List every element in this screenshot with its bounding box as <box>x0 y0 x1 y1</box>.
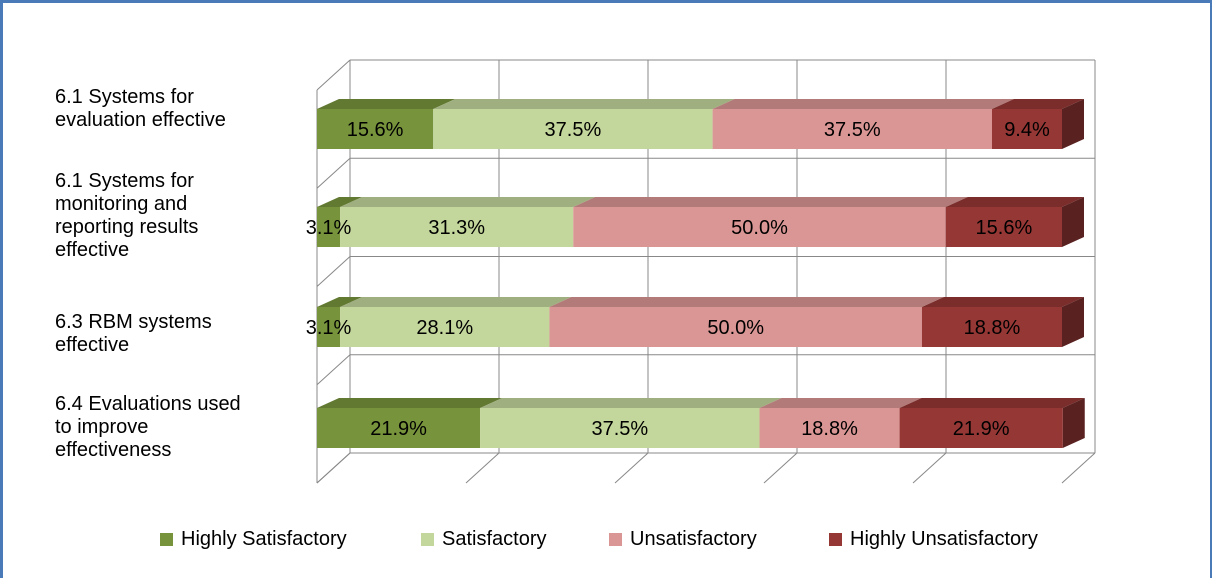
data-label: 37.5% <box>545 119 602 141</box>
bar-top-face <box>759 398 922 408</box>
bar-top-face <box>712 99 1014 109</box>
bar-segment <box>340 307 550 347</box>
bar-top-face <box>433 99 735 109</box>
data-label: 28.1% <box>416 317 473 339</box>
bar-segment <box>945 207 1062 247</box>
side-wall-line <box>316 59 351 91</box>
bar-top-face <box>573 197 968 207</box>
bar-segment <box>317 307 341 347</box>
legend-swatch <box>421 533 434 546</box>
bar-top-face <box>317 297 363 307</box>
data-label: 3.1% <box>306 217 352 239</box>
side-wall-line <box>316 452 351 484</box>
bar-top-face <box>340 297 572 307</box>
data-label: 21.9% <box>370 418 427 440</box>
data-label: 50.0% <box>707 317 764 339</box>
side-wall-line <box>316 157 351 189</box>
data-label: 37.5% <box>591 418 648 440</box>
legend-swatch <box>609 533 622 546</box>
legend-swatch <box>829 533 842 546</box>
bar-top-face <box>480 398 782 408</box>
bar-top-face <box>549 297 944 307</box>
bar-segment <box>433 109 713 149</box>
data-label: 31.3% <box>428 217 485 239</box>
legend-label: Unsatisfactory <box>630 528 757 550</box>
bar-segment <box>899 408 1063 448</box>
bar-segment <box>480 408 760 448</box>
bar-top-face <box>945 197 1084 207</box>
data-label: 15.6% <box>976 217 1033 239</box>
bar-segment <box>317 207 341 247</box>
floor-gridline <box>1061 452 1096 484</box>
floor-gridline <box>614 452 649 484</box>
data-label: 18.8% <box>801 418 858 440</box>
floor-gridline <box>465 452 500 484</box>
legend-item-highly-satisfactory: Highly Satisfactory <box>160 528 347 551</box>
bar-segment <box>712 109 992 149</box>
data-label: 37.5% <box>824 119 881 141</box>
bar-top-face <box>317 398 503 408</box>
side-wall-line <box>316 354 351 386</box>
bar-end-face <box>1062 398 1085 448</box>
bar-segment <box>573 207 946 247</box>
legend-label: Highly Unsatisfactory <box>850 528 1038 550</box>
bar-segment <box>991 109 1062 149</box>
bar-top-face <box>991 99 1084 109</box>
data-label: 3.1% <box>306 317 352 339</box>
bar-segment <box>317 408 481 448</box>
data-label: 9.4% <box>1004 119 1050 141</box>
bar-segment <box>921 307 1062 347</box>
bar-segment <box>759 408 900 448</box>
category-label-4: 6.4 Evaluations used to improve effectiv… <box>55 393 241 461</box>
data-label: 15.6% <box>347 119 404 141</box>
legend-label: Highly Satisfactory <box>181 528 347 550</box>
legend-item-satisfactory: Satisfactory <box>421 528 546 551</box>
bar-top-face <box>317 197 363 207</box>
data-label: 50.0% <box>731 217 788 239</box>
bar-top-face <box>340 197 596 207</box>
legend-swatch <box>160 533 173 546</box>
bar-top-face <box>921 297 1084 307</box>
data-label: 21.9% <box>953 418 1010 440</box>
category-label-3: 6.3 RBM systems effective <box>55 311 212 356</box>
bar-end-face <box>1062 297 1084 347</box>
floor-gridline <box>912 452 947 484</box>
data-label: 18.8% <box>964 317 1021 339</box>
bar-top-face <box>899 398 1085 408</box>
bar-segment <box>317 109 434 149</box>
bar-top-face <box>317 99 456 109</box>
legend-item-highly-unsatisfactory: Highly Unsatisfactory <box>829 528 1038 551</box>
floor-gridline <box>763 452 798 484</box>
legend-item-unsatisfactory: Unsatisfactory <box>609 528 757 551</box>
bar-end-face <box>1062 197 1084 247</box>
legend-label: Satisfactory <box>442 528 547 550</box>
bar-end-face <box>1062 99 1084 149</box>
side-wall-line <box>316 256 351 287</box>
category-label-1: 6.1 Systems for evaluation effective <box>55 86 226 131</box>
bar-segment <box>549 307 922 347</box>
bar-segment <box>340 207 574 247</box>
category-label-2: 6.1 Systems for monitoring and reporting… <box>55 170 199 261</box>
